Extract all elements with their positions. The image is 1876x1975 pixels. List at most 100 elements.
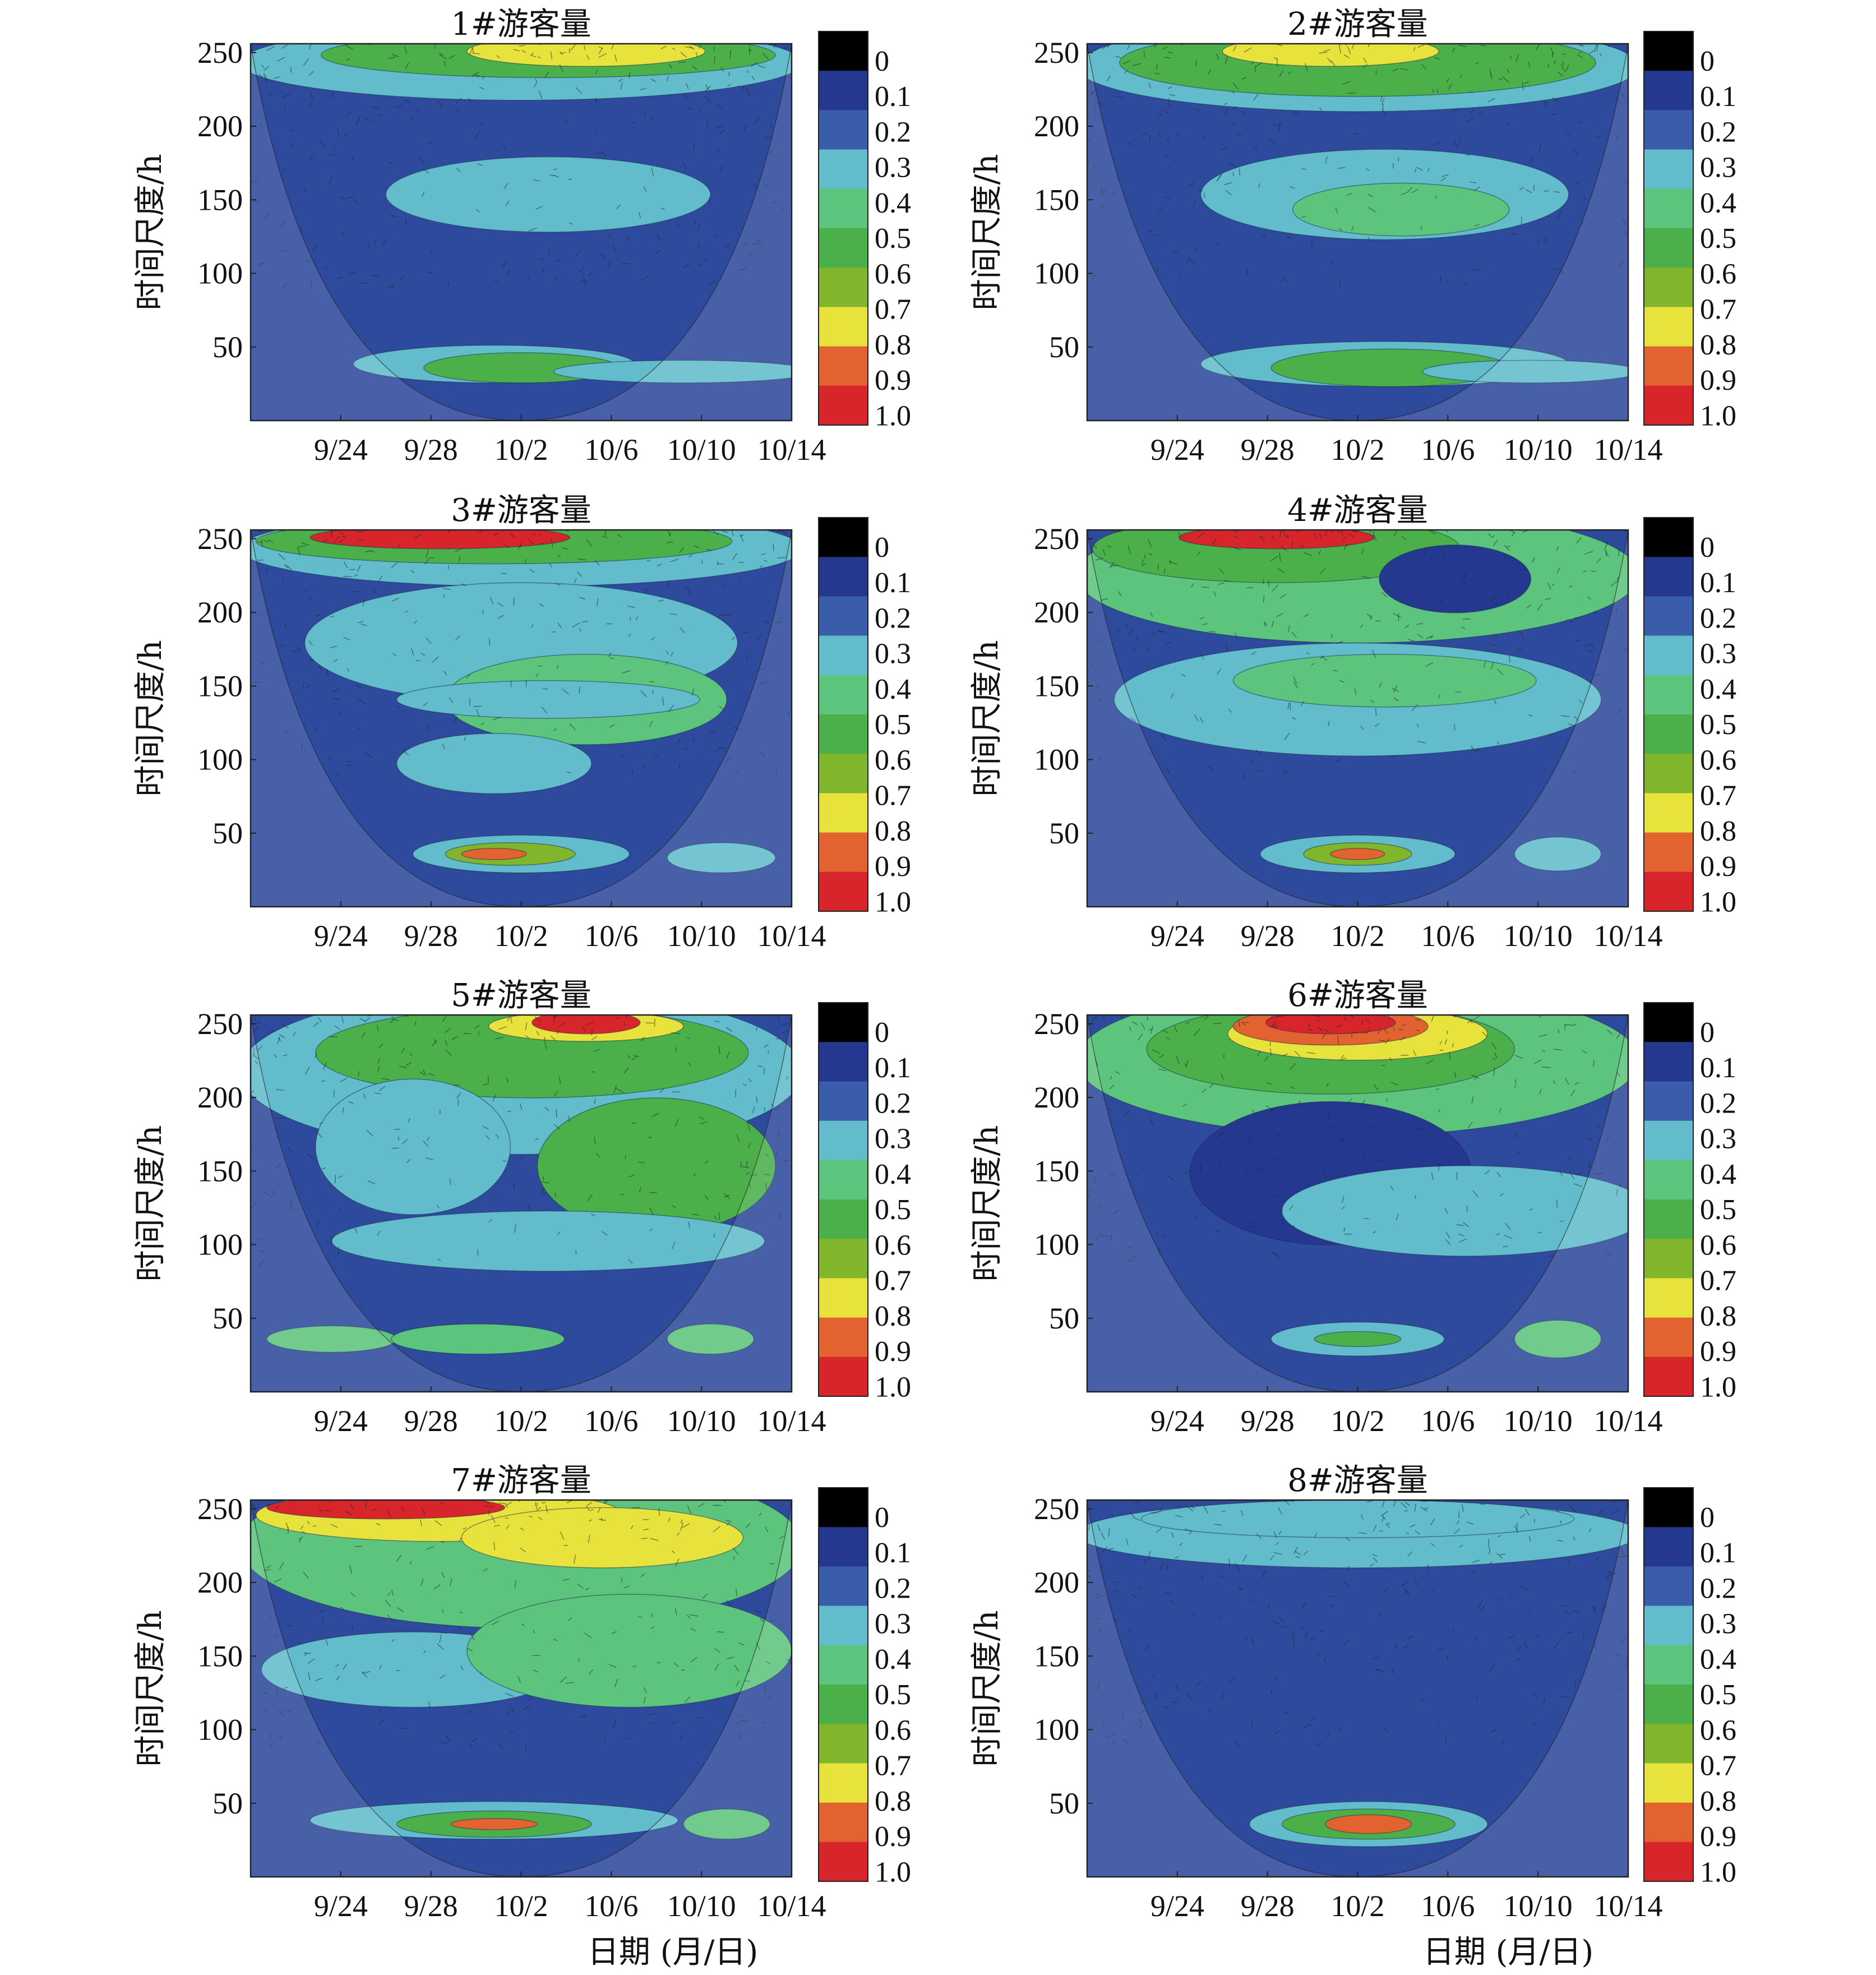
colorbar-frame xyxy=(818,31,868,426)
x-tick-label: 9/28 xyxy=(404,919,458,953)
colorbar-label: 1.0 xyxy=(875,1371,911,1403)
contour-region xyxy=(1265,1015,1396,1035)
y-tick-label: 150 xyxy=(1034,183,1079,216)
contour-region xyxy=(667,842,776,874)
cone-of-influence-edge xyxy=(1087,1500,1628,1877)
colorbar-segment xyxy=(819,1317,868,1358)
colorbar-label: 0.3 xyxy=(1700,1123,1736,1155)
panel-title: 1#游客量 xyxy=(451,6,592,43)
colorbar-segment xyxy=(1644,1120,1693,1161)
contour-region xyxy=(309,530,571,550)
colorbar: 00.10.20.30.40.50.60.70.80.91.0 xyxy=(1643,31,1736,432)
colorbar-label: 0.1 xyxy=(875,81,911,113)
colorbar-label: 0.6 xyxy=(875,1714,911,1746)
colorbar-segment xyxy=(819,71,868,111)
colorbar-label: 0.8 xyxy=(875,329,911,361)
contour-region xyxy=(1281,1165,1628,1257)
panel-title: 6#游客量 xyxy=(1287,977,1428,1014)
x-tick-label: 10/14 xyxy=(757,1404,826,1438)
colorbar: 00.10.20.30.40.50.60.70.80.91.0 xyxy=(818,31,911,432)
colorbar-label: 0.3 xyxy=(1700,638,1736,670)
colorbar-label: 0.2 xyxy=(1700,116,1736,148)
y-tick-label: 250 xyxy=(197,522,243,556)
colorbar-segment xyxy=(819,1802,868,1843)
colorbar-label: 0.3 xyxy=(875,638,911,670)
panel-2: 2#游客量 250 200 150 100 50 时间尺度/h 9/24 9/28 10/2 10/… xyxy=(969,6,1736,467)
colorbar-label: 0.8 xyxy=(875,1300,911,1332)
colorbar-label: 0.4 xyxy=(875,673,911,705)
colorbar-segment xyxy=(1644,1763,1693,1803)
colorbar-label: 0.1 xyxy=(875,567,911,599)
colorbar-segment xyxy=(1644,1081,1693,1122)
y-tick-label: 100 xyxy=(1034,743,1079,777)
colorbar-label: 0.1 xyxy=(875,1537,911,1569)
colorbar: 00.10.20.30.40.50.60.70.80.91.0 xyxy=(818,517,911,918)
x-tick-label: 10/14 xyxy=(1593,919,1662,953)
y-tick-label: 50 xyxy=(212,1302,243,1335)
colorbar-label: 1.0 xyxy=(875,886,911,918)
x-tick-label: 10/6 xyxy=(584,433,638,467)
colorbar-label: 0.6 xyxy=(1700,744,1736,776)
x-tick-label: 9/28 xyxy=(1241,919,1295,953)
colorbar-segment xyxy=(1644,675,1693,715)
panel-5: 5#游客量 250 200 150 100 50 时间尺度/h 9/24 9/28 10/2 10/… xyxy=(132,977,911,1438)
contour-region xyxy=(391,1323,565,1355)
x-tick-label: 10/14 xyxy=(757,919,826,953)
colorbar-label: 0.1 xyxy=(875,1052,911,1084)
y-tick-label: 200 xyxy=(197,1081,243,1114)
y-tick-label: 150 xyxy=(197,1154,243,1188)
contour-region xyxy=(315,1078,511,1215)
heatmap-plot xyxy=(1087,530,1628,907)
colorbar-label: 0.9 xyxy=(1700,1336,1736,1368)
y-tick-label: 50 xyxy=(212,1787,243,1820)
colorbar-segment xyxy=(1644,110,1693,150)
colorbar-label: 0.8 xyxy=(875,1785,911,1817)
colorbar-segment xyxy=(1644,754,1693,794)
colorbar-label: 0.4 xyxy=(875,187,911,219)
x-tick-label: 10/2 xyxy=(494,919,548,953)
colorbar-segment xyxy=(1644,871,1693,912)
colorbar-segment xyxy=(1644,793,1693,833)
y-axis-label: 时间尺度/h xyxy=(132,154,169,311)
heatmap-plot xyxy=(1087,44,1628,421)
contour-region xyxy=(553,359,792,384)
panel-4: 4#游客量 250 200 150 100 50 时间尺度/h 9/24 9/28 10/2 10/… xyxy=(969,492,1736,953)
colorbar-label: 0.3 xyxy=(875,1123,911,1155)
x-tick-label: 10/10 xyxy=(667,1889,736,1923)
y-tick-label: 50 xyxy=(1049,1302,1079,1335)
y-tick-label: 50 xyxy=(1049,1787,1079,1820)
colorbar-label: 0.7 xyxy=(875,294,911,326)
colorbar-segment xyxy=(819,307,868,347)
colorbar-segment xyxy=(819,1003,868,1043)
x-axis-label: 日期 (月/日) xyxy=(588,1934,758,1971)
y-tick-label: 200 xyxy=(197,596,243,629)
panel-1: 1#游客量 250 200 150 100 50 时间尺度/h 9/24 9/28 10/2 10/… xyxy=(132,6,911,467)
cone-of-influence xyxy=(1087,1015,1628,1392)
contour-region xyxy=(1422,359,1628,384)
panel-title: 5#游客量 xyxy=(451,977,592,1014)
x-tick-label: 10/6 xyxy=(1421,1889,1475,1923)
y-tick-label: 150 xyxy=(1034,1639,1079,1673)
colorbar-segment xyxy=(819,267,868,308)
colorbar-label: 0 xyxy=(875,1502,889,1534)
colorbar-segment xyxy=(819,557,868,597)
colorbar-segment xyxy=(819,31,868,72)
colorbar-segment xyxy=(819,149,868,190)
colorbar-label: 0.9 xyxy=(1700,1821,1736,1853)
colorbar-label: 0.2 xyxy=(1700,1087,1736,1119)
colorbar-label: 0.8 xyxy=(1700,1785,1736,1817)
colorbar: 00.10.20.30.40.50.60.70.80.91.0 xyxy=(818,1002,911,1403)
colorbar-segment xyxy=(1644,1724,1693,1764)
contour-region xyxy=(1379,544,1532,613)
cone-of-influence xyxy=(251,1500,792,1877)
phase-arrows xyxy=(1087,1015,1622,1262)
colorbar-label: 0.6 xyxy=(1700,258,1736,290)
colorbar-label: 0.3 xyxy=(1700,152,1736,184)
colorbar-segment xyxy=(1644,596,1693,636)
colorbar-label: 0 xyxy=(1700,45,1715,77)
colorbar-label: 0.5 xyxy=(1700,223,1736,255)
colorbar-frame xyxy=(1643,1002,1694,1397)
heatmap-plot xyxy=(251,1500,792,1877)
y-tick-label: 250 xyxy=(197,36,243,70)
x-tick-label: 10/10 xyxy=(1504,1404,1573,1438)
